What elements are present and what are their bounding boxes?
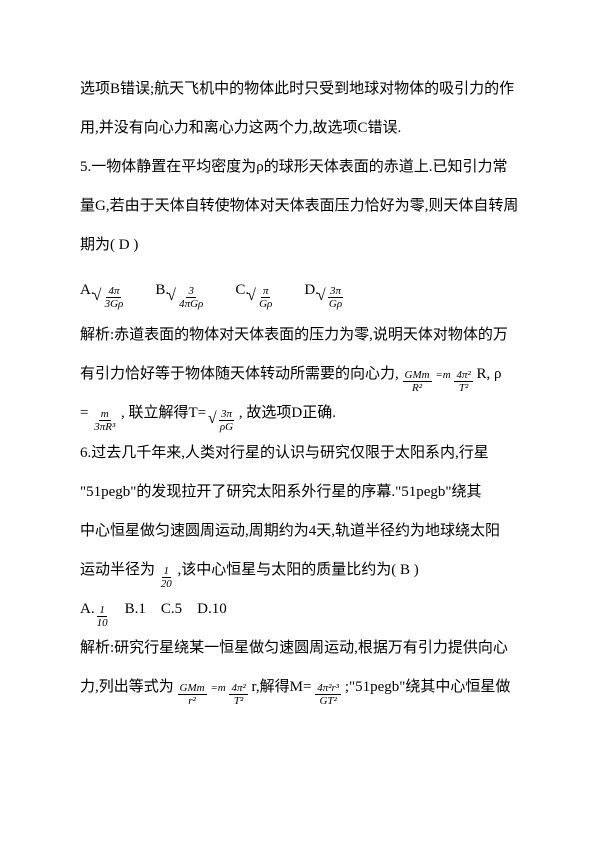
option-c: C.πGρ bbox=[235, 271, 274, 310]
option-d: D.10 bbox=[197, 601, 227, 617]
solution-text: 有引力恰好等于物体随天体转动所需要的向心力, GMmR² =m 4π²T² R,… bbox=[80, 355, 525, 394]
option-b: B.1 bbox=[125, 601, 146, 617]
question-text: "51pegb"的发现拉开了研究太阳系外行星的序幕."51pegb"绕其 bbox=[80, 473, 525, 512]
question-text: 6.过去几千年来,人类对行星的认识与研究仅限于太阳系内,行星 bbox=[80, 434, 525, 473]
body-text: 用,并没有向心力和离心力这两个力,故选项C错误. bbox=[80, 109, 525, 148]
body-text: 选项B错误;航天飞机中的物体此时只受到地球对物体的吸引力的作 bbox=[80, 70, 525, 109]
option-c: C.5 bbox=[161, 601, 182, 617]
question-text: 运动半径为 120 ,该中心恒星与太阳的质量比约为( B ) bbox=[80, 551, 525, 590]
solution-text: 解析:研究行星绕某一恒星做匀速圆周运动,根据万有引力提供向心 bbox=[80, 629, 525, 668]
option-a: A.110 bbox=[80, 601, 113, 617]
question-text: 量G,若由于天体自转使物体对天体表面压力恰好为零,则天体自转周 bbox=[80, 187, 525, 226]
options-row: A.110 B.1 C.5 D.10 bbox=[80, 590, 525, 629]
option-d: D.3πGρ bbox=[304, 271, 344, 310]
question-text: 5.一物体静置在平均密度为ρ的球形天体表面的赤道上.已知引力常 bbox=[80, 148, 525, 187]
solution-text: = m3πR³ , 联立解得T= 3πρG , 故选项D正确. bbox=[80, 394, 525, 433]
question-text: 中心恒星做匀速圆周运动,周期约为4天,轨道半径约为地球绕太阳 bbox=[80, 512, 525, 551]
solution-text: 力,列出等式为 GMmr² =m 4π²T² r,解得M= 4π²r³GT² ;… bbox=[80, 668, 525, 707]
option-a: A.4π3Gρ bbox=[80, 271, 125, 310]
solution-text: 解析:赤道表面的物体对天体表面的压力为零,说明天体对物体的万 bbox=[80, 316, 525, 355]
option-b: B.34πGρ bbox=[155, 271, 205, 310]
question-text: 期为( D ) bbox=[80, 226, 525, 265]
options-row: A.4π3Gρ B.34πGρ C.πGρ D.3πGρ bbox=[80, 271, 525, 310]
